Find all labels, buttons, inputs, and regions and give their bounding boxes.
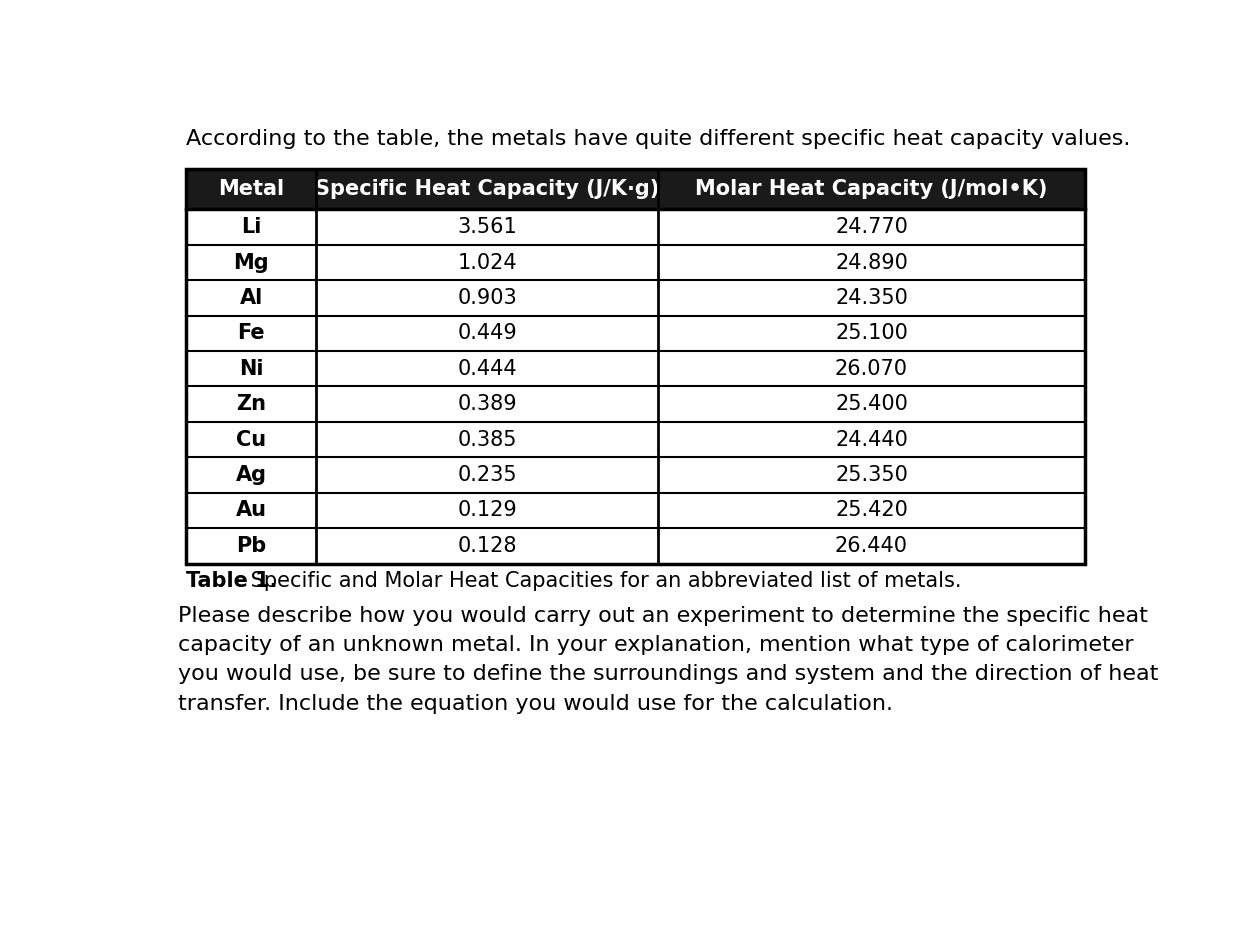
Text: 24.890: 24.890 (835, 253, 908, 272)
Text: Please describe how you would carry out an experiment to determine the specific : Please describe how you would carry out … (179, 606, 1148, 626)
Text: 0.235: 0.235 (458, 465, 517, 485)
Text: Molar Heat Capacity (J/mol•K): Molar Heat Capacity (J/mol•K) (696, 179, 1048, 199)
Bar (186, 280, 1085, 315)
Bar (186, 169, 1085, 209)
Text: 1.024: 1.024 (458, 253, 517, 272)
Text: Table 1.: Table 1. (186, 571, 278, 591)
Text: According to the table, the metals have quite different specific heat capacity v: According to the table, the metals have … (186, 128, 1131, 149)
Bar (186, 245, 1085, 280)
Text: Li: Li (241, 217, 262, 237)
Text: 0.385: 0.385 (458, 430, 517, 449)
Bar (186, 315, 1085, 351)
Text: 25.350: 25.350 (835, 465, 908, 485)
Bar (186, 422, 1085, 458)
Bar (186, 351, 1085, 387)
Text: 24.770: 24.770 (835, 217, 908, 237)
Text: 25.100: 25.100 (835, 324, 908, 343)
Text: Zn: Zn (236, 394, 267, 414)
Bar (186, 209, 1085, 245)
Text: Metal: Metal (218, 179, 284, 199)
Text: 26.070: 26.070 (835, 359, 908, 379)
Text: Cu: Cu (236, 430, 267, 449)
Text: you would use, be sure to define the surroundings and system and the direction o: you would use, be sure to define the sur… (179, 664, 1158, 684)
Text: Mg: Mg (233, 253, 269, 272)
Text: Ni: Ni (239, 359, 263, 379)
Text: 0.128: 0.128 (458, 536, 517, 556)
Text: Specific Heat Capacity (J/K·g): Specific Heat Capacity (J/K·g) (315, 179, 660, 199)
Bar (186, 493, 1085, 528)
Text: 24.440: 24.440 (835, 430, 908, 449)
Text: Al: Al (239, 288, 263, 308)
Text: 0.449: 0.449 (458, 324, 517, 343)
Text: Fe: Fe (237, 324, 265, 343)
Text: 0.389: 0.389 (458, 394, 517, 414)
Text: 0.444: 0.444 (458, 359, 517, 379)
Text: 25.400: 25.400 (835, 394, 908, 414)
Text: 0.129: 0.129 (458, 500, 517, 521)
Bar (186, 387, 1085, 422)
Text: 3.561: 3.561 (458, 217, 517, 237)
Bar (186, 528, 1085, 564)
Text: 26.440: 26.440 (835, 536, 908, 556)
Bar (186, 169, 1085, 564)
Text: capacity of an unknown metal. In your explanation, mention what type of calorime: capacity of an unknown metal. In your ex… (179, 635, 1133, 656)
Text: transfer. Include the equation you would use for the calculation.: transfer. Include the equation you would… (179, 694, 893, 713)
Text: 25.420: 25.420 (835, 500, 908, 521)
Text: Ag: Ag (236, 465, 267, 485)
Text: 0.903: 0.903 (458, 288, 517, 308)
Text: Pb: Pb (236, 536, 267, 556)
Text: Specific and Molar Heat Capacities for an abbreviated list of metals.: Specific and Molar Heat Capacities for a… (243, 571, 961, 591)
Bar (186, 458, 1085, 493)
Text: 24.350: 24.350 (835, 288, 908, 308)
Text: Au: Au (236, 500, 267, 521)
